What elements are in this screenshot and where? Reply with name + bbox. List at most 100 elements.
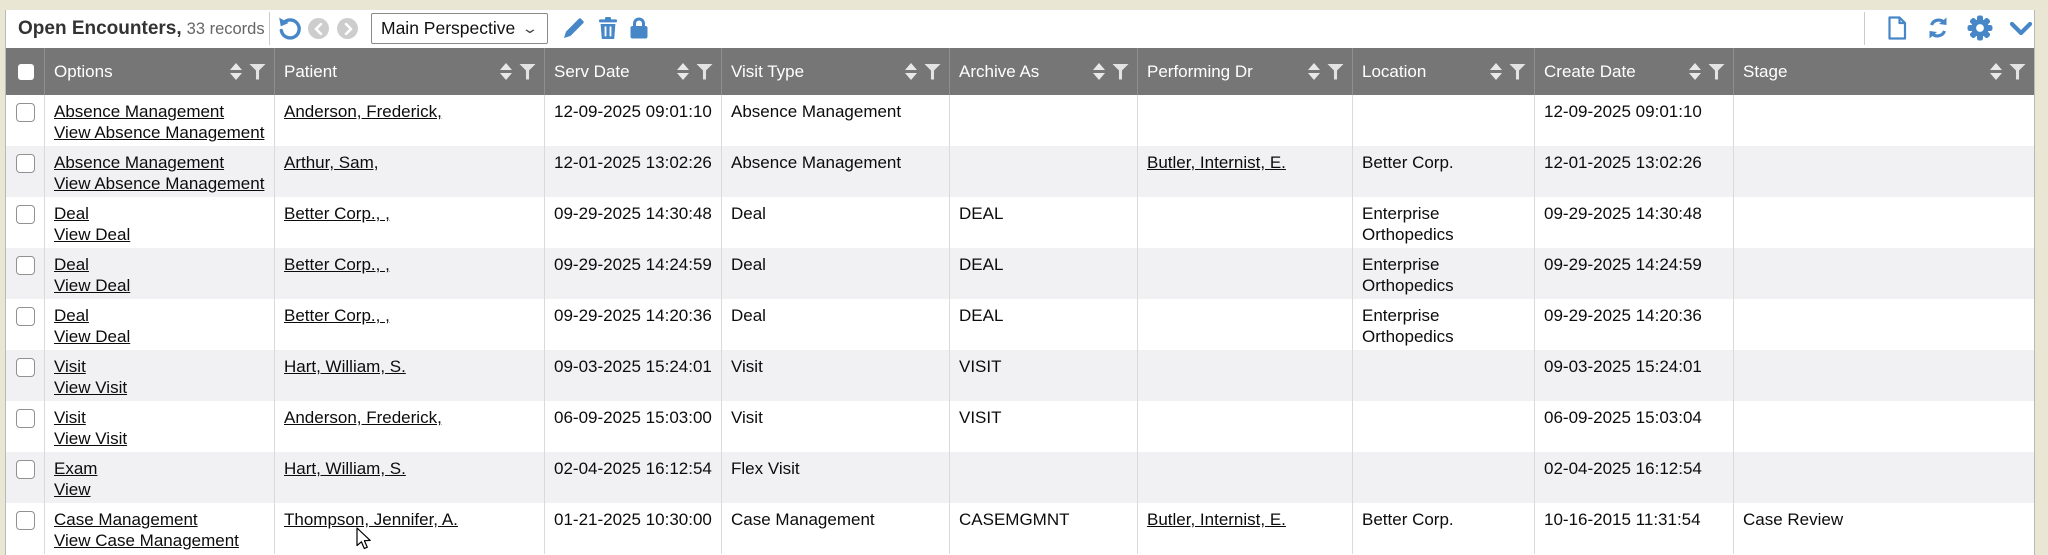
option-view-link[interactable]: View Deal [54, 276, 131, 295]
option-view-link[interactable]: View Case Management [54, 531, 239, 550]
lock-perspective-button[interactable] [626, 15, 652, 41]
cell-archive_as: VISIT [950, 350, 1138, 401]
patient-link[interactable]: Thompson, Jennifer, A. [284, 510, 458, 529]
column-header-patient[interactable]: Patient [275, 48, 545, 95]
column-header-serv_date[interactable]: Serv Date [545, 48, 722, 95]
column-header-create_date[interactable]: Create Date [1535, 48, 1734, 95]
column-header-performing_dr[interactable]: Performing Dr [1138, 48, 1353, 95]
chevron-down-icon: ⌄ [521, 20, 539, 36]
filter-icon[interactable] [249, 63, 266, 80]
column-header-select[interactable] [6, 48, 45, 95]
row-checkbox[interactable] [15, 256, 35, 275]
archive_as-value: DEAL [959, 204, 1004, 223]
patient-link[interactable]: Better Corp., , [284, 255, 390, 274]
row-checkbox[interactable] [15, 103, 35, 122]
refresh-button[interactable] [1925, 15, 1951, 41]
option-action-link[interactable]: Deal [54, 255, 89, 274]
cell-select [6, 197, 45, 248]
cell-create_date: 09-29-2025 14:24:59 [1535, 248, 1734, 299]
sort-icon[interactable] [1490, 63, 1502, 80]
create_date-value: 10-16-2015 11:31:54 [1544, 510, 1701, 529]
option-action-link[interactable]: Deal [54, 204, 89, 223]
option-action-link[interactable]: Case Management [54, 510, 198, 529]
patient-link[interactable]: Hart, William, S. [284, 357, 406, 376]
cell-visit_type: Visit [722, 350, 950, 401]
collapse-button[interactable] [2008, 15, 2034, 41]
page-title: Open Encounters, 33 records [18, 18, 265, 40]
table-row: Deal View Deal Better Corp., , 09-29-2025 1… [6, 197, 2034, 248]
option-view-link[interactable]: View Deal [54, 225, 131, 244]
performing-dr-link[interactable]: Butler, Internist, E. [1147, 510, 1286, 529]
filter-icon[interactable] [1327, 63, 1344, 80]
row-checkbox[interactable] [15, 154, 35, 173]
cell-patient: Thompson, Jennifer, A. [275, 503, 545, 554]
row-checkbox[interactable] [15, 307, 35, 326]
filter-icon[interactable] [1708, 63, 1725, 80]
settings-button[interactable] [1967, 15, 1993, 41]
sort-icon[interactable] [1308, 63, 1320, 80]
filter-icon[interactable] [696, 63, 713, 80]
option-action-link[interactable]: Absence Management [54, 102, 225, 121]
cell-location: Enterprise Orthopedics [1353, 299, 1535, 350]
row-checkbox[interactable] [15, 511, 35, 530]
patient-link[interactable]: Better Corp., , [284, 204, 390, 223]
page-title-text: Open Encounters, [18, 18, 182, 39]
row-checkbox[interactable] [15, 205, 35, 224]
nav-back-button[interactable] [308, 18, 329, 39]
option-action-link[interactable]: Visit [54, 408, 86, 427]
row-checkbox[interactable] [15, 409, 35, 428]
cell-visit_type: Deal [722, 299, 950, 350]
chevron-left-icon [314, 22, 322, 35]
window-frame-left [0, 10, 5, 555]
filter-icon[interactable] [2009, 63, 2026, 80]
filter-icon[interactable] [1112, 63, 1129, 80]
delete-perspective-button[interactable] [595, 15, 621, 41]
option-action-link[interactable]: Absence Management [54, 153, 225, 172]
column-header-options[interactable]: Options [45, 48, 275, 95]
sort-icon[interactable] [230, 63, 242, 80]
patient-link[interactable]: Better Corp., , [284, 306, 390, 325]
location-value: Enterprise Orthopedics [1362, 255, 1454, 295]
option-action-link[interactable]: Exam [54, 459, 98, 478]
visit_type-value: Flex Visit [731, 459, 800, 478]
perspective-select[interactable]: Main Perspective ⌄ [371, 13, 548, 44]
undo-button[interactable] [276, 15, 302, 41]
sort-icon[interactable] [905, 63, 917, 80]
edit-perspective-button[interactable] [561, 15, 587, 41]
filter-icon[interactable] [1509, 63, 1526, 80]
cell-options: Absence Management View Absence Managemen… [45, 95, 275, 146]
option-view-link[interactable]: View Deal [54, 327, 131, 346]
option-view-link[interactable]: View Absence Management [54, 123, 265, 142]
option-view-link[interactable]: View Absence Management [54, 174, 265, 193]
nav-forward-button[interactable] [337, 18, 358, 39]
sort-icon[interactable] [1689, 63, 1701, 80]
patient-link[interactable]: Anderson, Frederick, [284, 408, 442, 427]
option-action-link[interactable]: Deal [54, 306, 89, 325]
serv_date-value: 01-21-2025 10:30:00 [554, 510, 712, 529]
option-view-link[interactable]: View Visit [54, 429, 128, 448]
column-header-archive_as[interactable]: Archive As [950, 48, 1138, 95]
sort-icon[interactable] [1093, 63, 1105, 80]
patient-link[interactable]: Arthur, Sam, [284, 153, 379, 172]
performing-dr-link[interactable]: Butler, Internist, E. [1147, 153, 1286, 172]
option-view-link[interactable]: View Visit [54, 378, 128, 397]
column-label: Serv Date [554, 61, 630, 81]
column-header-visit_type[interactable]: Visit Type [722, 48, 950, 95]
filter-icon[interactable] [519, 63, 536, 80]
sort-icon[interactable] [1990, 63, 2002, 80]
filter-icon[interactable] [924, 63, 941, 80]
archive_as-value: VISIT [959, 408, 1002, 427]
sort-icon[interactable] [677, 63, 689, 80]
row-checkbox[interactable] [15, 358, 35, 377]
patient-link[interactable]: Hart, William, S. [284, 459, 406, 478]
column-header-stage[interactable]: Stage [1734, 48, 2034, 95]
select-all-checkbox[interactable] [17, 63, 34, 80]
sort-icon[interactable] [500, 63, 512, 80]
new-document-button[interactable] [1884, 15, 1910, 41]
patient-link[interactable]: Anderson, Frederick, [284, 102, 442, 121]
option-view-link[interactable]: View [54, 480, 91, 499]
row-checkbox[interactable] [15, 460, 35, 479]
column-header-location[interactable]: Location [1353, 48, 1535, 95]
cell-serv_date: 09-29-2025 14:24:59 [545, 248, 722, 299]
option-action-link[interactable]: Visit [54, 357, 86, 376]
